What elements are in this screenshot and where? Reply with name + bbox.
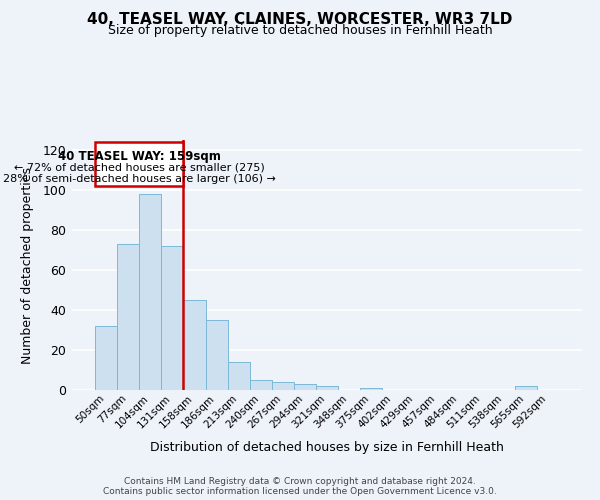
Text: ← 72% of detached houses are smaller (275): ← 72% of detached houses are smaller (27… xyxy=(14,162,265,172)
Bar xyxy=(206,320,227,390)
Bar xyxy=(294,384,316,390)
Text: Size of property relative to detached houses in Fernhill Heath: Size of property relative to detached ho… xyxy=(107,24,493,37)
Text: Contains public sector information licensed under the Open Government Licence v3: Contains public sector information licen… xyxy=(103,488,497,496)
Y-axis label: Number of detached properties: Number of detached properties xyxy=(21,166,34,364)
Text: 40 TEASEL WAY: 159sqm: 40 TEASEL WAY: 159sqm xyxy=(58,150,221,163)
Bar xyxy=(184,300,206,390)
Bar xyxy=(515,386,537,390)
Bar xyxy=(95,326,117,390)
Bar xyxy=(250,380,272,390)
Bar xyxy=(117,244,139,390)
Bar xyxy=(161,246,184,390)
X-axis label: Distribution of detached houses by size in Fernhill Heath: Distribution of detached houses by size … xyxy=(150,440,504,454)
Bar xyxy=(227,362,250,390)
Bar xyxy=(316,386,338,390)
Bar xyxy=(139,194,161,390)
Text: 40, TEASEL WAY, CLAINES, WORCESTER, WR3 7LD: 40, TEASEL WAY, CLAINES, WORCESTER, WR3 … xyxy=(88,12,512,28)
Bar xyxy=(95,142,184,186)
Bar xyxy=(360,388,382,390)
Text: 28% of semi-detached houses are larger (106) →: 28% of semi-detached houses are larger (… xyxy=(3,174,276,184)
Text: Contains HM Land Registry data © Crown copyright and database right 2024.: Contains HM Land Registry data © Crown c… xyxy=(124,478,476,486)
Bar xyxy=(272,382,294,390)
